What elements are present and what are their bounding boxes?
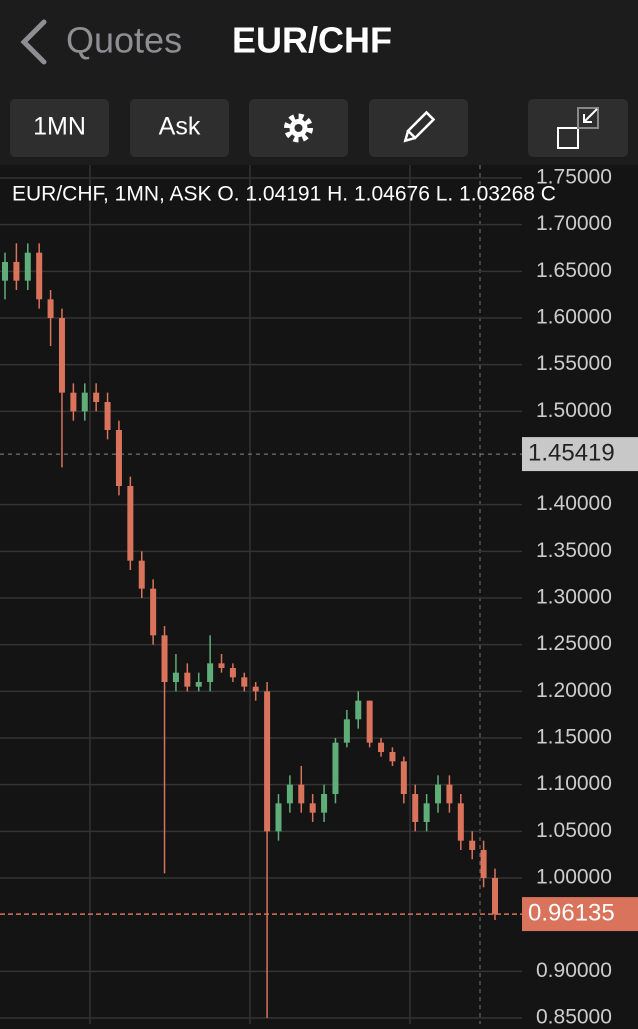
back-arrow[interactable] bbox=[20, 19, 47, 65]
resize-icon bbox=[557, 107, 599, 149]
candle-body bbox=[2, 262, 8, 281]
y-tick-label: 1.60000 bbox=[536, 306, 612, 329]
candle-body bbox=[36, 252, 43, 300]
candle-body bbox=[127, 486, 134, 561]
y-tick-label: 1.75000 bbox=[536, 166, 612, 189]
candle-body bbox=[150, 588, 157, 636]
price-type-label[interactable]: Ask bbox=[159, 113, 201, 141]
crosshair-label-box bbox=[522, 437, 638, 472]
candle-body bbox=[104, 402, 111, 430]
ohlc-info: EUR/CHF, 1MN, ASK O. 1.04191 H. 1.04676 … bbox=[12, 183, 556, 206]
candle-body bbox=[298, 784, 305, 804]
y-tick-label: 1.05000 bbox=[536, 819, 612, 842]
candle-body bbox=[207, 663, 214, 682]
candle-body bbox=[366, 700, 373, 743]
candle-body bbox=[24, 252, 31, 281]
candle-body bbox=[218, 663, 225, 668]
candle-body bbox=[321, 794, 328, 813]
candle-body bbox=[355, 700, 362, 720]
y-tick-label: 0.90000 bbox=[536, 959, 612, 982]
price-type-button[interactable] bbox=[130, 99, 229, 157]
y-tick-label: 1.15000 bbox=[536, 726, 612, 749]
candle-body bbox=[275, 803, 282, 832]
candle-body bbox=[195, 682, 202, 687]
y-tick-label: 1.25000 bbox=[536, 632, 612, 655]
y-tick-label: 1.55000 bbox=[536, 352, 612, 375]
y-tick-label: 1.35000 bbox=[536, 539, 612, 562]
candle-body bbox=[252, 686, 259, 692]
candle-body bbox=[343, 719, 350, 743]
candle-body bbox=[446, 784, 453, 804]
page-title: EUR/CHF bbox=[232, 20, 392, 61]
back-label[interactable]: Quotes bbox=[66, 20, 182, 61]
last-price-label: 0.96135 bbox=[528, 899, 615, 926]
candle-body bbox=[264, 691, 271, 832]
gear-icon bbox=[284, 113, 313, 143]
y-tick-label: 1.40000 bbox=[536, 492, 612, 515]
candle-body bbox=[93, 392, 100, 402]
candle-body bbox=[70, 392, 77, 412]
candle-body bbox=[469, 840, 476, 850]
candle-body bbox=[492, 878, 498, 915]
candle-body bbox=[115, 430, 122, 486]
y-tick-label: 1.30000 bbox=[536, 586, 612, 609]
candle-body bbox=[480, 850, 487, 878]
candle-body bbox=[378, 742, 385, 752]
last-price-box bbox=[522, 897, 638, 932]
candle-body bbox=[286, 784, 293, 804]
y-tick-label: 1.20000 bbox=[536, 679, 612, 702]
candle-body bbox=[309, 803, 316, 813]
candle-body bbox=[47, 299, 54, 318]
candle-body bbox=[400, 761, 407, 794]
candle-body bbox=[241, 677, 248, 687]
y-tick-label: 1.00000 bbox=[536, 866, 612, 889]
candle-body bbox=[184, 672, 191, 687]
candle-body bbox=[13, 262, 20, 281]
y-tick-label: 1.10000 bbox=[536, 772, 612, 795]
y-tick-label: 1.65000 bbox=[536, 259, 612, 282]
period-button[interactable] bbox=[10, 99, 109, 157]
candle-body bbox=[332, 742, 339, 794]
candle-body bbox=[412, 794, 419, 822]
y-tick-label: 1.70000 bbox=[536, 212, 612, 235]
candle-body bbox=[229, 668, 236, 678]
period-label[interactable]: 1MN bbox=[33, 113, 86, 141]
crosshair-label: 1.45419 bbox=[528, 439, 615, 466]
candle-body bbox=[161, 635, 168, 682]
candle-body bbox=[435, 784, 442, 804]
candle-body bbox=[58, 318, 65, 393]
y-tick-label: 1.50000 bbox=[536, 399, 612, 422]
candle-body bbox=[423, 803, 430, 822]
vertical-grid bbox=[89, 165, 411, 1024]
candle-body bbox=[81, 392, 88, 412]
header-bar bbox=[0, 0, 638, 88]
pencil-icon bbox=[403, 110, 436, 143]
draw-button[interactable] bbox=[369, 99, 468, 157]
candle-body bbox=[389, 752, 396, 762]
candle-body bbox=[457, 803, 464, 841]
y-tick-label: 0.85000 bbox=[536, 1006, 612, 1024]
candle-body bbox=[172, 672, 179, 682]
candle-body bbox=[138, 560, 145, 589]
